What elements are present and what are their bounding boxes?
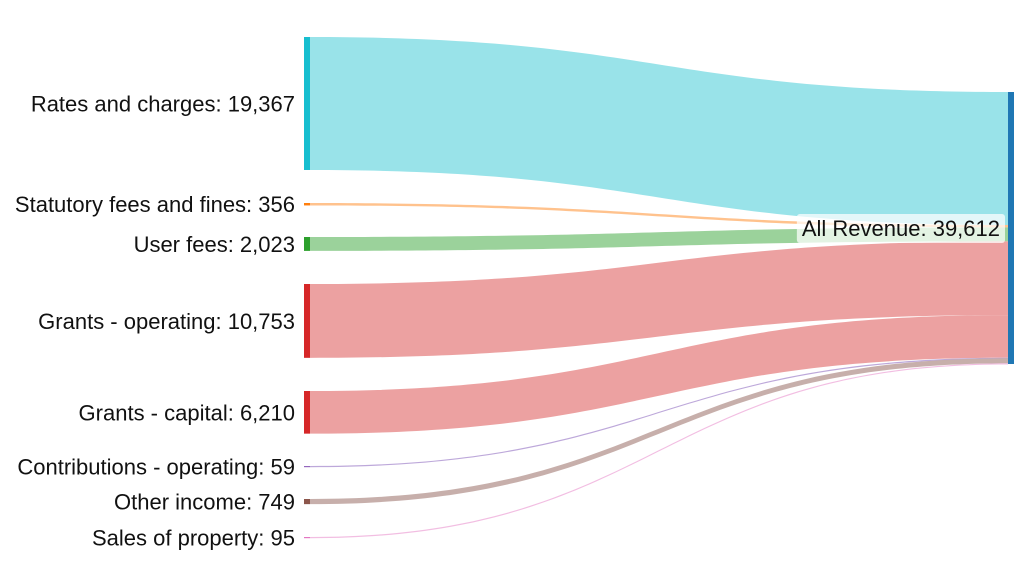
node-grants-operating — [304, 284, 310, 358]
node-grants-capital — [304, 391, 310, 434]
link-rates-and-charges — [310, 37, 1008, 225]
link-grants-operating — [310, 241, 1008, 358]
sankey-labels: Rates and charges: 19,367 Statutory fees … — [15, 91, 1005, 551]
link-contributions-operating — [310, 357, 1008, 468]
node-contributions-operating — [304, 466, 310, 468]
label-user-fees: User fees: 2,023 — [134, 232, 295, 257]
node-all-revenue — [1008, 92, 1014, 364]
node-statutory-fees-and-fines — [304, 203, 310, 206]
node-rates-and-charges — [304, 37, 310, 170]
label-statutory-fees-and-fines: Statutory fees and fines: 356 — [15, 192, 295, 217]
label-other-income: Other income: 749 — [114, 490, 295, 515]
node-other-income — [304, 499, 310, 505]
sankey-links — [310, 37, 1008, 539]
label-grants-operating: Grants - operating: 10,753 — [38, 309, 295, 334]
node-user-fees — [304, 237, 310, 251]
link-sales-of-property — [310, 363, 1008, 539]
label-grants-capital: Grants - capital: 6,210 — [79, 400, 295, 425]
link-statutory-fees-and-fines — [310, 203, 1008, 228]
label-all-revenue-backdrop — [796, 214, 1005, 243]
sankey-nodes — [304, 37, 1014, 539]
label-contributions-operating: Contributions - operating: 59 — [17, 455, 295, 480]
link-grants-capital — [310, 315, 1008, 434]
label-all-revenue: All Revenue: 39,612 — [802, 216, 1000, 241]
label-sales-of-property: Sales of property: 95 — [92, 526, 295, 551]
label-rates-and-charges: Rates and charges: 19,367 — [31, 91, 295, 116]
link-other-income — [310, 358, 1008, 505]
node-sales-of-property — [304, 537, 310, 539]
